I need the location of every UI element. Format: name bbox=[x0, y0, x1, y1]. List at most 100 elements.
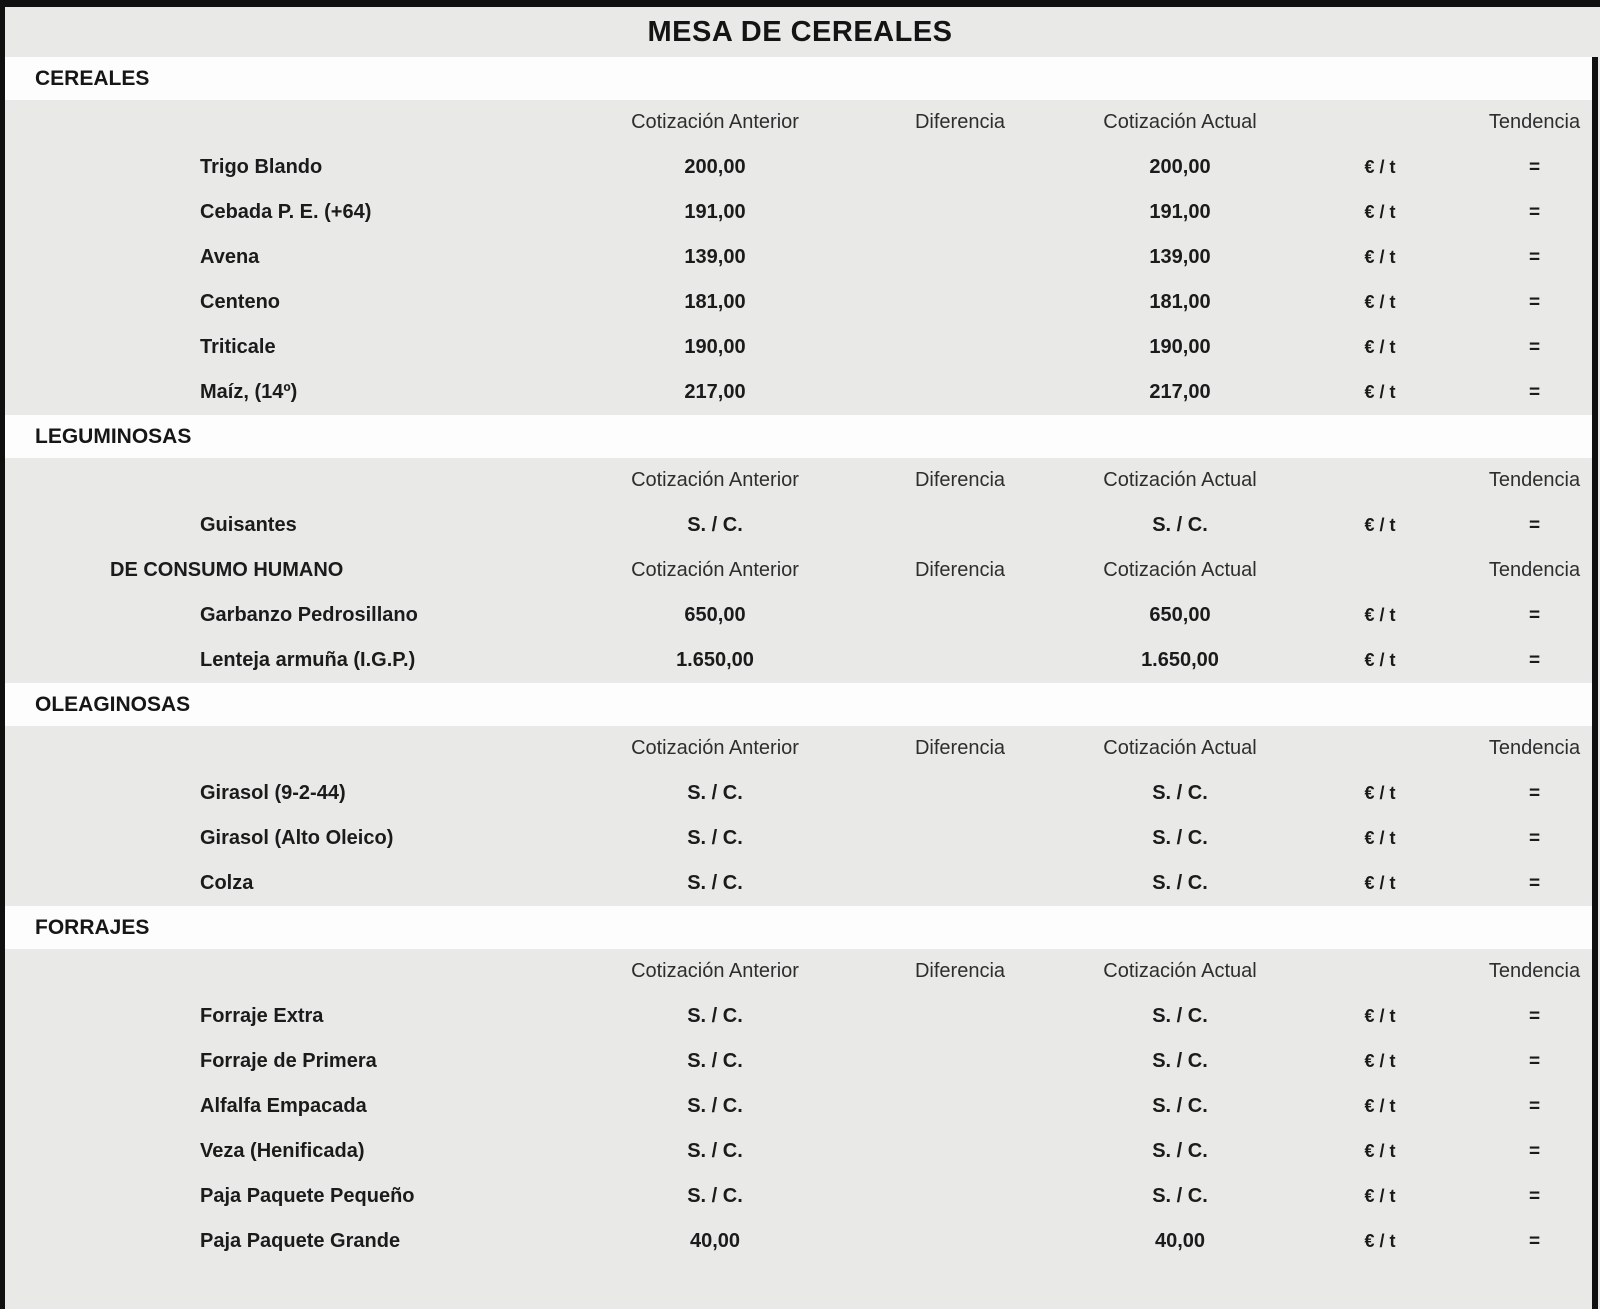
section-title: OLEAGINOSAS bbox=[35, 692, 191, 716]
tendencia-value: = bbox=[1528, 1140, 1541, 1162]
tendencia-value: = bbox=[1528, 782, 1541, 804]
cotizacion-actual-value: 200,00 bbox=[1149, 156, 1211, 178]
tendencia-value: = bbox=[1528, 336, 1541, 358]
commodity-name: Avena bbox=[200, 246, 260, 268]
cotizacion-actual-value: S. / C. bbox=[1152, 514, 1208, 536]
cotizacion-anterior-value: S. / C. bbox=[687, 782, 743, 804]
cotizacion-anterior-value: S. / C. bbox=[687, 1140, 743, 1162]
col-header-tendencia: Tendencia bbox=[1488, 960, 1581, 982]
col-header-cotizacion-actual: Cotización Actual bbox=[1103, 737, 1257, 759]
tendencia-value: = bbox=[1528, 872, 1541, 894]
col-header-cotizacion-actual: Cotización Actual bbox=[1103, 960, 1257, 982]
tendencia-value: = bbox=[1528, 604, 1541, 626]
unit-label: € / t bbox=[1364, 1186, 1396, 1206]
cotizacion-anterior-value: S. / C. bbox=[687, 827, 743, 849]
commodity-name: Forraje Extra bbox=[200, 1005, 324, 1027]
unit-label: € / t bbox=[1364, 1096, 1396, 1116]
subsection-title: DE CONSUMO HUMANO bbox=[110, 559, 344, 581]
tendencia-value: = bbox=[1528, 1005, 1541, 1027]
unit-label: € / t bbox=[1364, 337, 1396, 357]
section-cereales: CEREALES Cotización Anterior Diferencia Cot… bbox=[5, 57, 1594, 415]
unit-label: € / t bbox=[1364, 1051, 1396, 1071]
commodity-name: Guisantes bbox=[200, 514, 297, 536]
section-header-band-oleaginosas: OLEAGINOSAS bbox=[5, 683, 1594, 726]
cotizacion-anterior-value: 181,00 bbox=[684, 291, 746, 313]
cotizacion-actual-value: 40,00 bbox=[1154, 1230, 1206, 1252]
tendencia-value: = bbox=[1528, 1095, 1541, 1117]
commodity-name: Paja Paquete Pequeño bbox=[200, 1185, 415, 1207]
section-title: FORRAJES bbox=[35, 915, 150, 939]
commodity-row: Guisantes S. / C. S. / C. € / t = bbox=[5, 503, 1594, 548]
cotizacion-actual-value: S. / C. bbox=[1152, 827, 1208, 849]
commodity-row: Veza (Henificada) S. / C. S. / C. € / t = bbox=[5, 1129, 1594, 1174]
top-border bbox=[0, 0, 1600, 7]
unit-label: € / t bbox=[1364, 605, 1396, 625]
col-header-cotizacion-anterior: Cotización Anterior bbox=[631, 469, 799, 491]
commodity-row: Garbanzo Pedrosillano 650,00 650,00 € / t = bbox=[5, 593, 1594, 638]
commodity-name: Trigo Blando bbox=[200, 156, 323, 178]
cotizacion-anterior-value: 650,00 bbox=[684, 604, 746, 626]
cotizacion-anterior-value: S. / C. bbox=[687, 1005, 743, 1027]
column-header-row: Cotización Anterior Diferencia Cotización … bbox=[5, 100, 1594, 145]
tendencia-value: = bbox=[1528, 291, 1541, 313]
tendencia-value: = bbox=[1528, 514, 1541, 536]
section-forrajes: FORRAJES Cotización Anterior Diferencia Cot… bbox=[5, 906, 1594, 1264]
commodity-row: Trigo Blando 200,00 200,00 € / t = bbox=[5, 145, 1594, 190]
col-header-diferencia: Diferencia bbox=[914, 737, 1006, 759]
tendencia-value: = bbox=[1528, 1050, 1541, 1072]
commodity-row: Cebada P. E. (+64) 191,00 191,00 € / t = bbox=[5, 190, 1594, 235]
unit-label: € / t bbox=[1364, 515, 1396, 535]
tendencia-value: = bbox=[1528, 649, 1541, 671]
col-header-diferencia: Diferencia bbox=[914, 111, 1006, 133]
commodity-name: Girasol (Alto Oleico) bbox=[200, 827, 394, 849]
commodity-name: Paja Paquete Grande bbox=[200, 1230, 401, 1252]
cotizacion-actual-value: S. / C. bbox=[1152, 1140, 1208, 1162]
commodity-name: Maíz, (14º) bbox=[200, 381, 298, 403]
commodity-row: Lenteja armuña (I.G.P.) 1.650,00 1.650,00 €… bbox=[5, 638, 1594, 683]
title-band: MESA DE CEREALES bbox=[0, 7, 1600, 57]
col-header-cotizacion-anterior: Cotización Anterior bbox=[631, 111, 799, 133]
column-header-row: Cotización Anterior Diferencia Cotización … bbox=[5, 949, 1594, 994]
section-header-band-leguminosas: LEGUMINOSAS bbox=[5, 415, 1594, 458]
commodity-name: Cebada P. E. (+64) bbox=[200, 201, 372, 223]
cotizacion-actual-value: 217,00 bbox=[1149, 381, 1211, 403]
unit-label: € / t bbox=[1364, 873, 1396, 893]
unit-label: € / t bbox=[1364, 247, 1396, 267]
unit-label: € / t bbox=[1364, 382, 1396, 402]
col-header-tendencia: Tendencia bbox=[1488, 737, 1581, 759]
commodity-row: Forraje Extra S. / C. S. / C. € / t = bbox=[5, 994, 1594, 1039]
commodity-row: Alfalfa Empacada S. / C. S. / C. € / t = bbox=[5, 1084, 1594, 1129]
commodity-name: Veza (Henificada) bbox=[200, 1140, 365, 1162]
unit-label: € / t bbox=[1364, 202, 1396, 222]
cotizacion-anterior-value: S. / C. bbox=[687, 1050, 743, 1072]
commodity-name: Lenteja armuña (I.G.P.) bbox=[200, 649, 416, 671]
unit-label: € / t bbox=[1364, 1231, 1396, 1251]
section-header-band-cereales: CEREALES bbox=[5, 57, 1594, 100]
tendencia-value: = bbox=[1528, 1230, 1541, 1252]
section-oleaginosas: OLEAGINOSAS Cotización Anterior Diferencia… bbox=[5, 683, 1594, 906]
col-header-diferencia: Diferencia bbox=[914, 960, 1006, 982]
tendencia-value: = bbox=[1528, 246, 1541, 268]
col-header-cotizacion-anterior: Cotización Anterior bbox=[631, 737, 799, 759]
price-table: CEREALES Cotización Anterior Diferencia Cot… bbox=[5, 57, 1594, 1264]
column-header-row: DE CONSUMO HUMANO Cotización Anterior Dife… bbox=[5, 548, 1594, 593]
commodity-name: Girasol (9-2-44) bbox=[200, 782, 346, 804]
unit-label: € / t bbox=[1364, 1006, 1396, 1026]
commodity-row: Girasol (9-2-44) S. / C. S. / C. € / t = bbox=[5, 771, 1594, 816]
col-header-cotizacion-actual: Cotización Actual bbox=[1103, 111, 1257, 133]
commodity-name: Triticale bbox=[200, 336, 276, 358]
cotizacion-anterior-value: 1.650,00 bbox=[676, 649, 754, 671]
cotizacion-actual-value: 650,00 bbox=[1149, 604, 1211, 626]
cotizacion-actual-value: S. / C. bbox=[1152, 872, 1208, 894]
unit-label: € / t bbox=[1364, 828, 1396, 848]
commodity-name: Centeno bbox=[200, 291, 280, 313]
cotizacion-actual-value: S. / C. bbox=[1152, 1050, 1208, 1072]
unit-label: € / t bbox=[1364, 292, 1396, 312]
commodity-name: Forraje de Primera bbox=[200, 1050, 377, 1072]
cotizacion-anterior-value: S. / C. bbox=[687, 1185, 743, 1207]
tendencia-value: = bbox=[1528, 201, 1541, 223]
col-header-tendencia: Tendencia bbox=[1488, 111, 1581, 133]
tendencia-value: = bbox=[1528, 827, 1541, 849]
commodity-row: Centeno 181,00 181,00 € / t = bbox=[5, 280, 1594, 325]
commodity-row: Paja Paquete Grande 40,00 40,00 € / t = bbox=[5, 1219, 1594, 1264]
